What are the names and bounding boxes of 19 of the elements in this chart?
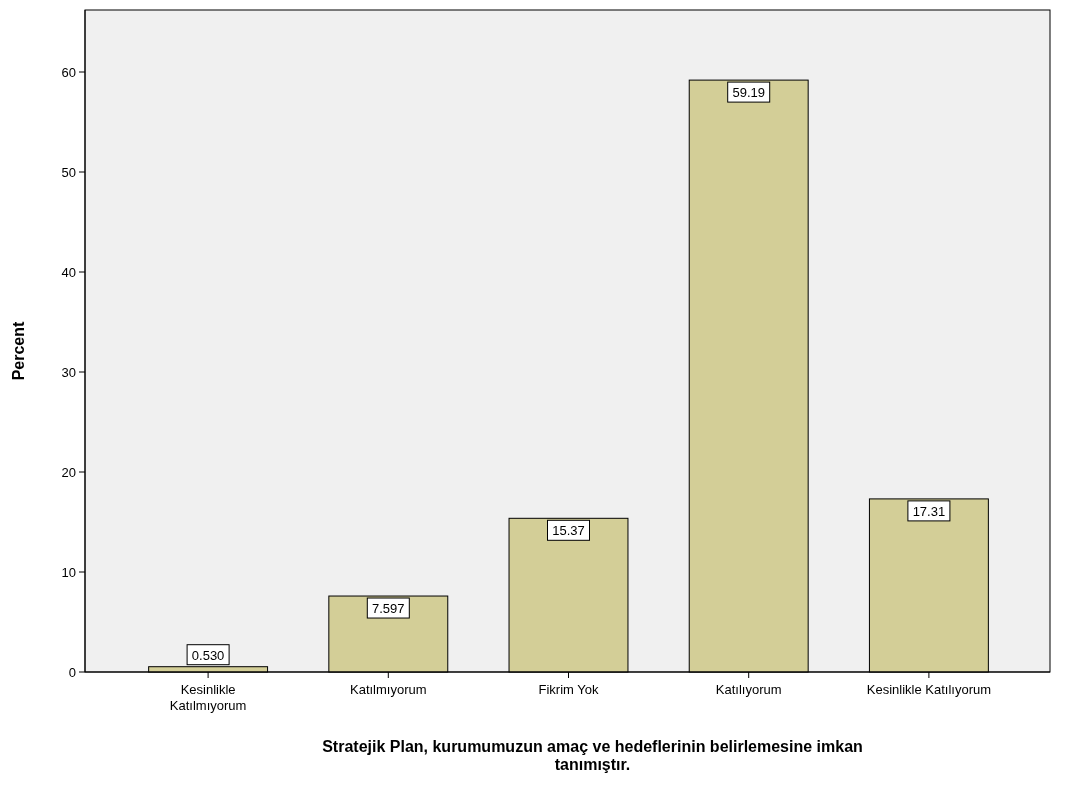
data-label: 0.530 — [191, 647, 225, 663]
y-axis-title: Percent — [10, 320, 27, 381]
y-tick-label: 60 — [61, 64, 76, 80]
data-label: 7.597 — [372, 601, 405, 617]
data-label: 15.37 — [552, 523, 585, 539]
data-label: 17.31 — [912, 503, 946, 519]
x-tick-label: Katılıyorum — [715, 682, 782, 697]
y-tick-label: 30 — [61, 364, 76, 380]
y-tick-label: 0 — [68, 664, 76, 680]
x-tick-label: Kesinlikle Katılıyorum — [866, 682, 992, 697]
x-tick-label: Fikrim Yok — [538, 682, 599, 697]
y-tick-label: 40 — [61, 264, 76, 280]
y-tick-label: 50 — [61, 164, 76, 180]
x-tick-label: Katılmıyorum — [350, 682, 427, 697]
x-tick-label: Kesinlikle Katılmıyorum — [169, 682, 247, 713]
data-label: 59.19 — [732, 85, 765, 101]
x-axis-title: Stratejik Plan, kurumumuzun amaç ve hedeflerinin belirlemesine imkan tanımıştır. — [322, 738, 863, 773]
y-tick-label: 10 — [61, 564, 76, 580]
y-tick-label: 20 — [61, 464, 76, 480]
